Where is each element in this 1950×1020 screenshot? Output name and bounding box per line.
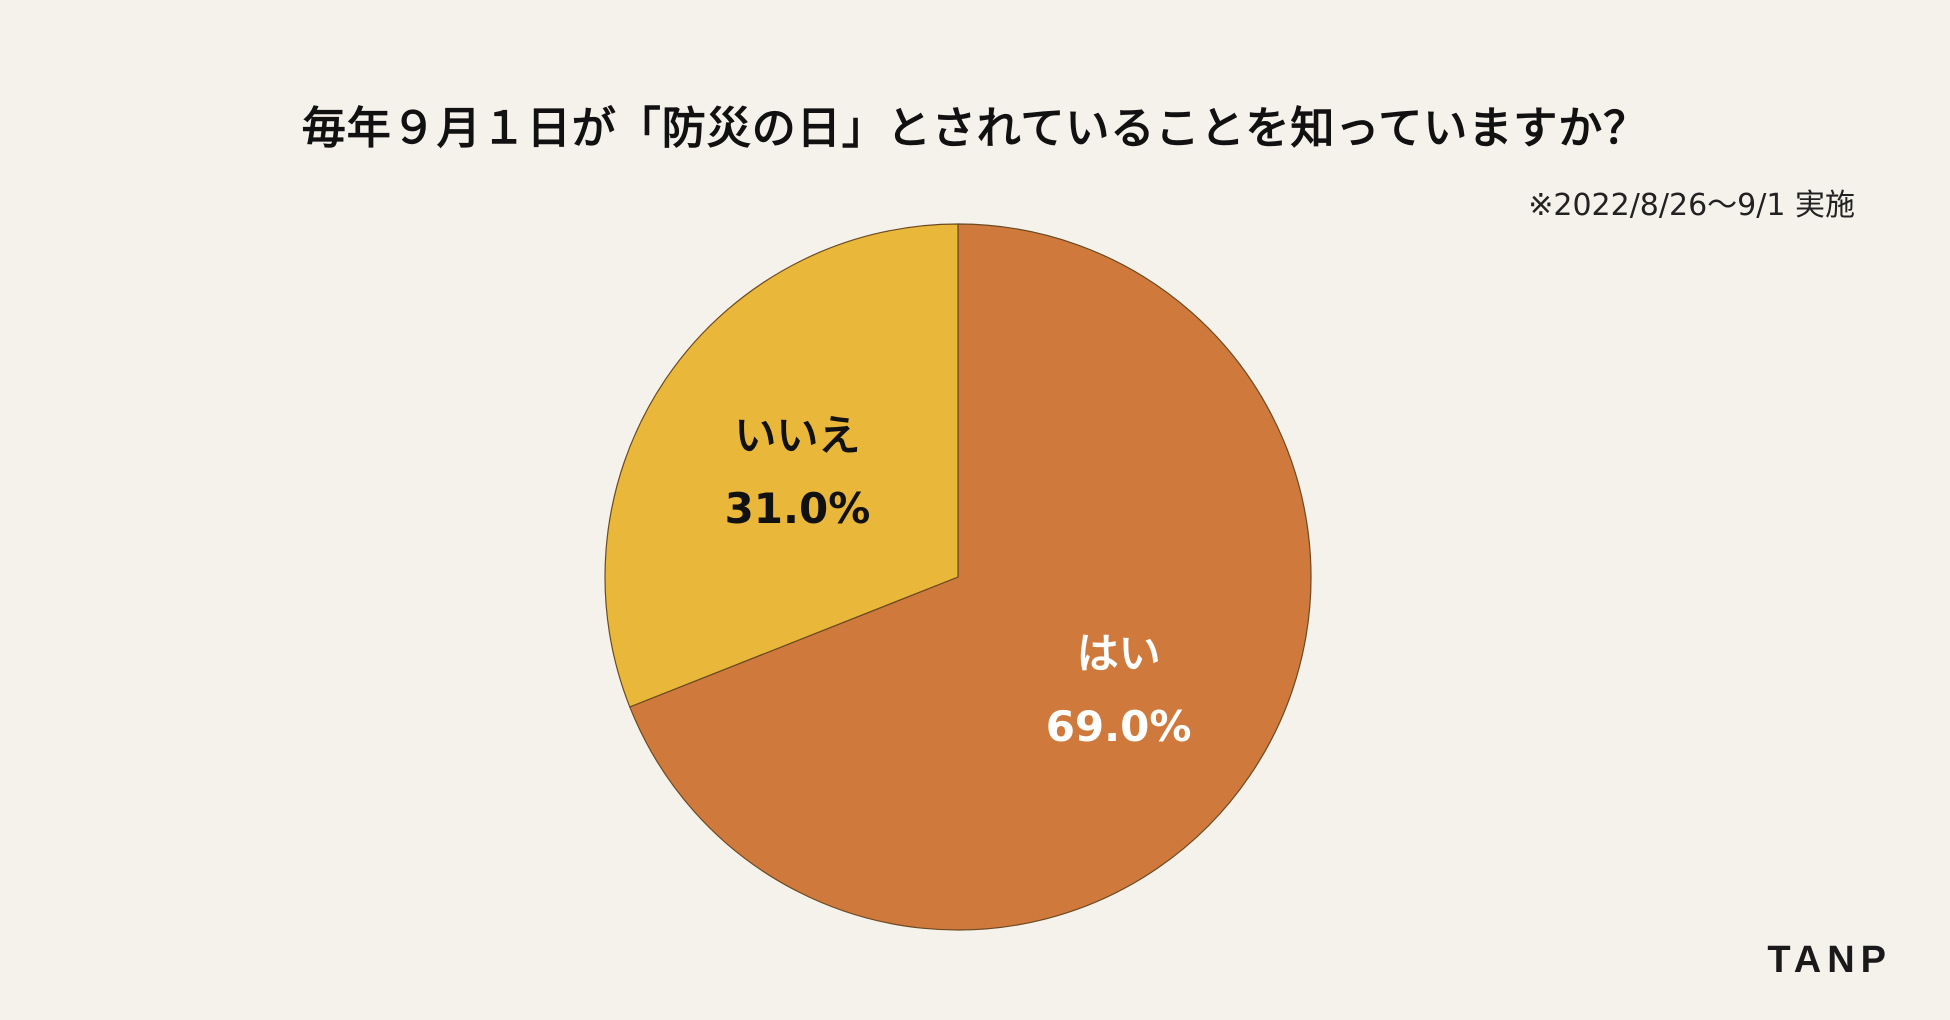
survey-date-note: ※2022/8/26〜9/1 実施 xyxy=(1528,188,1855,223)
slice-value-label-1: 31.0% xyxy=(725,484,871,533)
slice-label-1: いいえ xyxy=(734,411,860,460)
chart-title: 毎年９月１日が「防災の日」とされていることを知っていますか？ xyxy=(301,103,1649,154)
pie-slice-0 xyxy=(629,223,1312,931)
slice-value-label-0: 69.0% xyxy=(1046,702,1192,751)
slice-label-0: はい xyxy=(1077,629,1161,678)
pie-slice-1 xyxy=(604,223,959,708)
brand-logo: TANP xyxy=(1767,939,1892,981)
